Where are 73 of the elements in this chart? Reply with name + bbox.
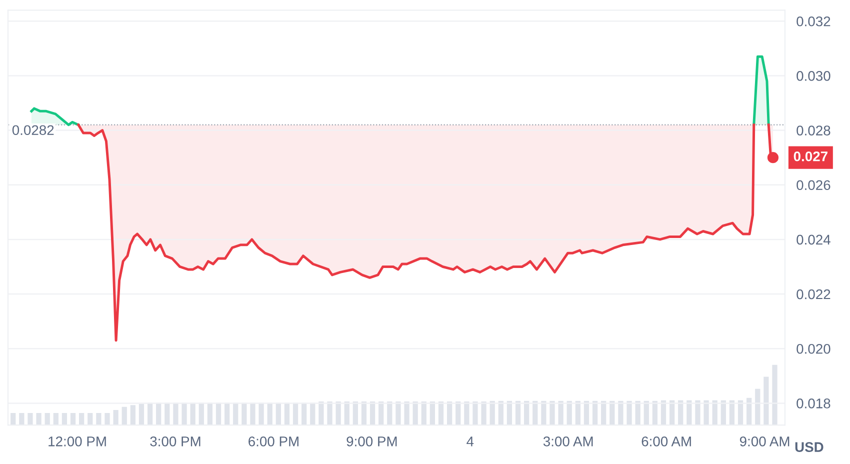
bar [626, 400, 632, 426]
annotation: 0.027 [794, 151, 828, 162]
bar [292, 402, 298, 426]
bar [233, 402, 238, 426]
bar [182, 402, 187, 426]
y-tick-label: 0.020 [796, 344, 830, 354]
ref-line-label: 0.0282 [12, 125, 54, 136]
bar [327, 402, 332, 426]
bar [113, 410, 118, 426]
bar [695, 400, 700, 426]
y-tick-label: 0.018 [796, 398, 830, 408]
bar [122, 406, 127, 426]
bar [404, 402, 410, 426]
bar [164, 402, 170, 426]
x-tick-label: 3:00 PM [150, 436, 200, 446]
y-tick-label: 0.022 [796, 289, 830, 300]
bar [147, 402, 153, 426]
bar [267, 402, 272, 426]
x-tick-label: 6:00 PM [248, 436, 298, 446]
bar [79, 412, 84, 426]
text: USD [795, 442, 824, 452]
bar [746, 398, 752, 426]
bar [772, 364, 778, 426]
x-tick-label: 4 [466, 436, 474, 446]
x-tick-label: 9:00 PM [346, 436, 397, 446]
bar [755, 388, 760, 426]
x-tick-label: 12:00 PM [48, 436, 106, 446]
bar [318, 402, 324, 426]
y-tick-label: 0.026 [796, 180, 830, 190]
bar [250, 402, 256, 426]
bar [284, 402, 290, 426]
bar [36, 412, 42, 426]
bar [44, 412, 50, 426]
bar [550, 400, 555, 426]
bar [216, 402, 222, 426]
bar [198, 402, 204, 426]
y-tick-label: 0.024 [796, 234, 830, 245]
y-tick-label: 0.030 [796, 71, 830, 81]
bar [336, 402, 341, 426]
bar [207, 402, 213, 426]
bar [104, 412, 110, 426]
bar [53, 412, 58, 426]
bar [242, 402, 247, 426]
bar [558, 400, 564, 426]
bar [258, 402, 264, 426]
bar [62, 412, 68, 426]
x-tick-label: 6:00 AM [642, 436, 691, 446]
x-tick-label: 9:00 AM [740, 436, 790, 446]
bar [704, 400, 709, 426]
x-tick-label: 3:00 AM [543, 436, 593, 446]
bar [28, 412, 33, 426]
bar [10, 412, 16, 426]
bar [310, 402, 316, 426]
y-tick-label: 0.028 [796, 126, 830, 136]
bar [481, 402, 486, 426]
bar [19, 412, 24, 426]
bar [618, 400, 624, 426]
bar [88, 412, 93, 426]
bar [70, 412, 76, 426]
bar [138, 404, 144, 426]
bar [396, 402, 401, 426]
bar [130, 405, 136, 426]
bar [156, 402, 162, 426]
bar [472, 402, 478, 426]
bar [541, 400, 546, 426]
bar [96, 412, 102, 426]
y-tick-label: 0.032 [796, 16, 830, 26]
bar [276, 402, 281, 426]
bar [190, 402, 196, 426]
bar [764, 376, 769, 426]
bar [173, 402, 178, 426]
bar [302, 402, 307, 426]
bar [224, 402, 230, 426]
